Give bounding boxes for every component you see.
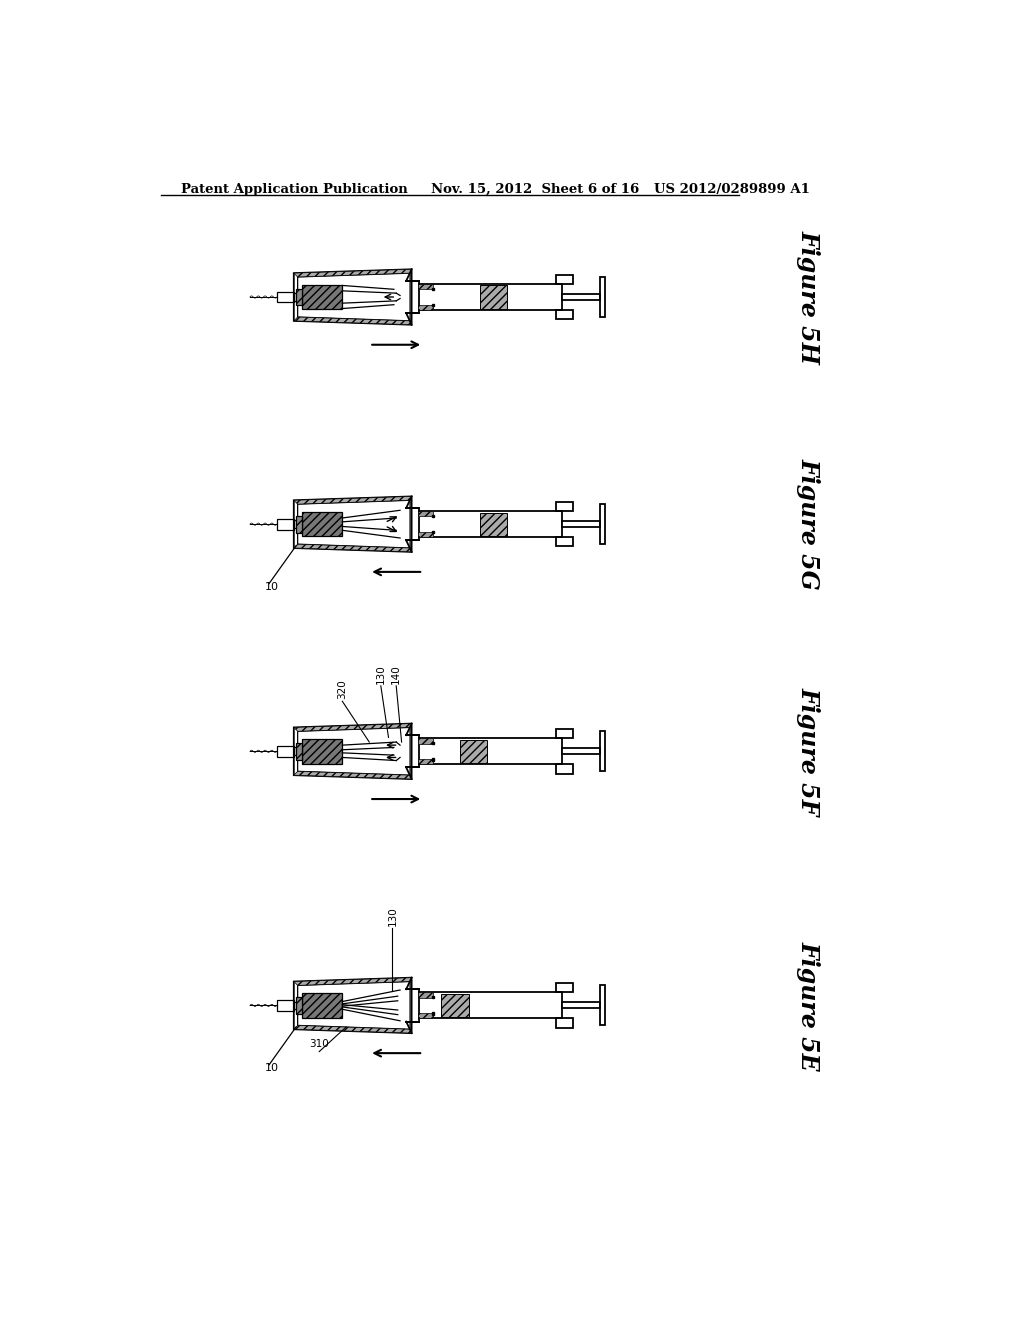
Bar: [301, 993, 342, 1018]
Bar: [294, 520, 304, 528]
Polygon shape: [294, 544, 412, 552]
Bar: [432, 515, 434, 517]
Text: Figure 5E: Figure 5E: [797, 941, 820, 1071]
Bar: [418, 511, 433, 516]
Bar: [600, 277, 605, 317]
Polygon shape: [294, 978, 412, 985]
Polygon shape: [294, 771, 412, 779]
Text: US 2012/0289899 A1: US 2012/0289899 A1: [654, 183, 810, 197]
Bar: [600, 985, 605, 1026]
Bar: [418, 759, 433, 764]
Bar: [276, 519, 294, 529]
Bar: [276, 746, 294, 756]
Bar: [562, 1002, 600, 1008]
Bar: [479, 512, 507, 536]
Bar: [419, 738, 562, 764]
Text: 310: 310: [309, 1039, 329, 1049]
Bar: [296, 743, 301, 760]
Bar: [419, 511, 562, 537]
Bar: [294, 747, 304, 755]
Bar: [460, 739, 487, 763]
Bar: [418, 532, 433, 537]
Bar: [562, 748, 600, 755]
Bar: [432, 997, 434, 998]
Bar: [556, 764, 572, 774]
Text: Figure 5F: Figure 5F: [797, 688, 820, 816]
Polygon shape: [294, 269, 412, 277]
Bar: [301, 739, 342, 763]
Text: 130: 130: [376, 664, 386, 684]
Bar: [432, 758, 434, 760]
Bar: [432, 304, 434, 306]
Bar: [296, 289, 301, 305]
Bar: [556, 983, 572, 993]
Bar: [556, 502, 572, 511]
Bar: [556, 310, 572, 319]
Bar: [556, 729, 572, 738]
Bar: [562, 294, 600, 300]
Text: 10: 10: [265, 1063, 280, 1073]
Bar: [294, 1002, 304, 1010]
Bar: [479, 285, 507, 309]
Polygon shape: [294, 496, 412, 504]
Polygon shape: [294, 317, 412, 325]
Text: 140: 140: [391, 664, 401, 684]
Bar: [556, 275, 572, 284]
Bar: [562, 521, 600, 527]
Polygon shape: [294, 723, 412, 731]
Bar: [418, 993, 433, 998]
Bar: [556, 1019, 572, 1028]
Bar: [556, 537, 572, 546]
Text: 320: 320: [337, 680, 347, 700]
Text: Patent Application Publication: Patent Application Publication: [180, 183, 408, 197]
Bar: [419, 993, 562, 1019]
Text: Figure 5G: Figure 5G: [797, 458, 820, 590]
Bar: [301, 512, 342, 536]
Bar: [432, 742, 434, 744]
Text: Nov. 15, 2012  Sheet 6 of 16: Nov. 15, 2012 Sheet 6 of 16: [431, 183, 639, 197]
Bar: [441, 994, 469, 1016]
Bar: [296, 516, 301, 533]
Bar: [296, 997, 301, 1014]
Bar: [294, 293, 304, 301]
Text: 130: 130: [387, 907, 397, 927]
Bar: [418, 284, 433, 289]
Text: Figure 5H: Figure 5H: [797, 230, 820, 364]
Bar: [419, 284, 562, 310]
Text: 10: 10: [265, 582, 280, 591]
Bar: [432, 1012, 434, 1015]
Bar: [276, 292, 294, 302]
Bar: [418, 305, 433, 310]
Bar: [418, 1014, 433, 1019]
Bar: [600, 504, 605, 544]
Bar: [301, 285, 342, 309]
Bar: [418, 738, 433, 743]
Bar: [432, 531, 434, 533]
Bar: [276, 1001, 294, 1011]
Bar: [432, 288, 434, 290]
Polygon shape: [294, 1026, 412, 1034]
Bar: [600, 731, 605, 771]
